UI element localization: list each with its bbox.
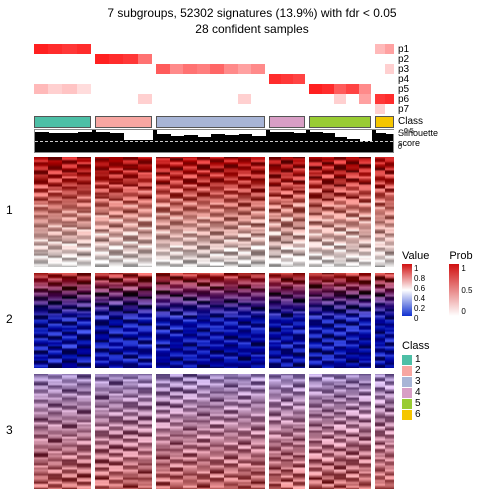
row-group-label: 2 — [6, 312, 13, 326]
legend-class-title: Class — [402, 340, 430, 352]
class-bar — [34, 116, 394, 128]
legend-value-prob: Value 10.80.60.40.20 Prob 10.50 — [402, 250, 473, 324]
row-group-label: 3 — [6, 423, 13, 437]
value-colorbar — [402, 264, 412, 316]
probability-matrix — [34, 44, 394, 114]
plot-area — [34, 44, 394, 494]
title-line2: 28 confident samples — [0, 22, 504, 38]
class-segment — [95, 116, 152, 128]
class-segment — [156, 116, 265, 128]
class-segment — [375, 116, 394, 128]
class-segment — [309, 116, 371, 128]
legend-prob-title: Prob — [449, 250, 472, 262]
heatmap — [34, 157, 394, 489]
title-line1: 7 subgroups, 52302 signatures (13.9%) wi… — [0, 6, 504, 22]
legend-class: Class 123456 — [402, 340, 430, 420]
row-group-label: 1 — [6, 203, 13, 217]
class-segment — [34, 116, 91, 128]
class-segment — [269, 116, 305, 128]
silhouette-axis: 0.5 0 — [398, 128, 414, 144]
prob-colorbar — [449, 264, 459, 316]
legend-value-title: Value — [402, 250, 429, 262]
silhouette-bar — [34, 129, 394, 153]
